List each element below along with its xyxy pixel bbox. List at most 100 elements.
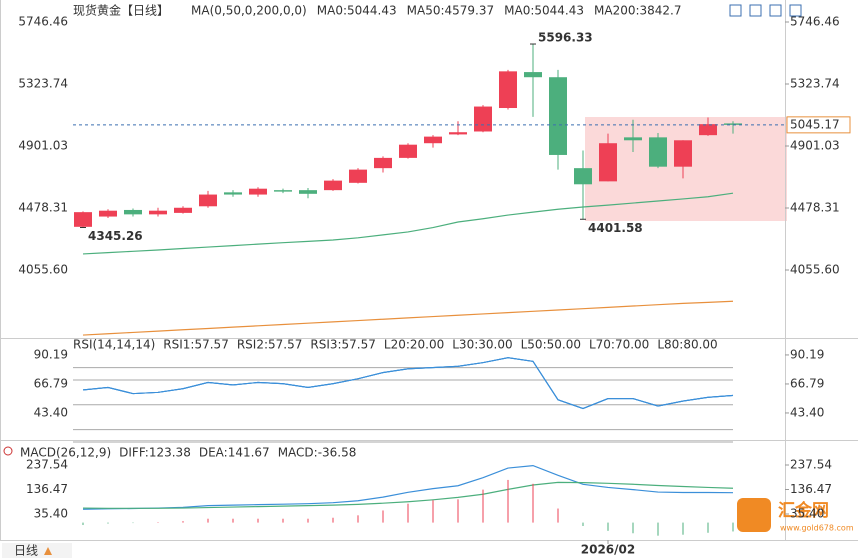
candle-body <box>149 210 167 215</box>
annotation-label: 5596.33 <box>538 31 593 45</box>
candle-body <box>499 71 517 109</box>
macd-line <box>82 465 734 510</box>
candle-body <box>699 124 717 136</box>
candle-body <box>624 137 642 141</box>
candle-body <box>274 190 292 192</box>
last-price-label: 5045.17 <box>790 117 840 131</box>
footer-period[interactable]: 日线 <box>14 544 38 558</box>
legend-label: L50:50.00 <box>521 338 581 352</box>
macd-bar <box>382 510 384 523</box>
period-button[interactable] <box>2 543 72 558</box>
candle-body <box>99 210 117 217</box>
macd-bar <box>357 515 359 523</box>
candle-body <box>474 106 492 132</box>
icon[interactable] <box>789 4 802 17</box>
legend-label: DEA:141.67 <box>199 446 270 460</box>
y-tick-label: 136.47 <box>26 482 68 496</box>
candle-body <box>249 188 267 195</box>
macd-bar <box>107 522 109 524</box>
candle-body <box>324 180 342 191</box>
candle-body <box>724 123 742 125</box>
legend-label: 【日线】 <box>121 4 169 18</box>
candle-body <box>549 77 567 155</box>
macd-bar <box>82 522 84 526</box>
macd-bar <box>432 500 434 523</box>
macd-bar <box>182 521 184 523</box>
y-tick-label: 35.40 <box>790 507 824 521</box>
macd-bar <box>282 518 284 523</box>
y-tick-label: 43.40 <box>790 405 824 419</box>
candle-body <box>599 143 617 182</box>
annotation-label: 4345.26 <box>88 229 143 243</box>
candle-body <box>374 157 392 169</box>
y-tick-label: 237.54 <box>26 458 68 472</box>
candle-body <box>349 169 367 183</box>
y-tick-label: 5746.46 <box>790 14 840 28</box>
macd-bar <box>257 518 259 523</box>
candle-body <box>524 72 542 78</box>
x-tick-label: 2026/02 <box>581 543 635 557</box>
y-tick-label: 136.47 <box>790 482 832 496</box>
legend-label: MACD:-36.58 <box>278 446 357 460</box>
legend-label: MA50:4579.37 <box>407 4 495 18</box>
macd-bar <box>557 508 559 523</box>
macd-bar <box>532 483 534 523</box>
legend-label: RSI3:57.57 <box>310 338 376 352</box>
legend-label: RSI2:57.57 <box>237 338 303 352</box>
annotation-label: 4401.58 <box>588 221 643 235</box>
icon[interactable] <box>749 4 762 17</box>
y-tick-label: 4055.60 <box>18 263 68 277</box>
rsi-line <box>82 357 734 410</box>
macd-bar <box>632 522 634 534</box>
icon[interactable] <box>729 4 742 17</box>
candle-body <box>174 207 192 213</box>
y-tick-label: 4055.60 <box>790 263 840 277</box>
candle-body <box>674 140 692 167</box>
y-tick-label: 66.79 <box>34 376 68 390</box>
legend-label: DIFF:123.38 <box>119 446 191 460</box>
candle-body <box>74 212 92 227</box>
ma-line <box>82 192 734 255</box>
candle-body <box>574 168 592 185</box>
y-tick-label: 5323.74 <box>790 77 840 91</box>
macd-bar <box>507 479 509 523</box>
watermark-name: 汇金网 <box>778 500 829 521</box>
y-tick-label: 90.19 <box>790 347 824 361</box>
period-arrow[interactable] <box>44 547 52 555</box>
legend-label: MA0:5044.43 <box>317 4 397 18</box>
watermark-url: www.gold678.com <box>780 524 854 533</box>
y-tick-label: 4901.03 <box>18 139 68 153</box>
legend-label: MA200:3842.7 <box>594 4 682 18</box>
toolbar-icons[interactable] <box>729 4 802 17</box>
macd-bar <box>307 518 309 523</box>
y-tick-label: 43.40 <box>34 405 68 419</box>
macd-bar <box>232 518 234 523</box>
candle-body <box>399 144 417 158</box>
last-price-box <box>786 116 851 134</box>
legend-label: 现货黄金 <box>73 3 121 18</box>
y-tick-label: 5323.74 <box>18 77 68 91</box>
macd-bar <box>582 522 584 526</box>
settings-icon[interactable] <box>3 446 13 456</box>
macd-bar <box>407 503 409 523</box>
legend-label: MA0:5044.43 <box>504 4 584 18</box>
ma-line <box>82 300 734 336</box>
y-tick-label: 66.79 <box>790 376 824 390</box>
macd-bar <box>707 522 709 533</box>
y-tick-label: 4478.31 <box>18 201 68 215</box>
macd-bar <box>732 522 734 532</box>
legend-label: RSI1:57.57 <box>163 338 229 352</box>
legend-label: L20:20.00 <box>384 338 444 352</box>
legend-label: L30:30.00 <box>452 338 512 352</box>
macd-bar <box>482 489 484 523</box>
y-tick-label: 5746.46 <box>18 14 68 28</box>
y-tick-label: 90.19 <box>34 347 68 361</box>
legend-label: L70:70.00 <box>589 338 649 352</box>
macd-bar <box>682 522 684 535</box>
macd-bar <box>657 522 659 536</box>
candle-body <box>424 136 442 144</box>
candle-body <box>299 190 317 194</box>
icon[interactable] <box>769 4 782 17</box>
candle-body <box>224 192 242 195</box>
